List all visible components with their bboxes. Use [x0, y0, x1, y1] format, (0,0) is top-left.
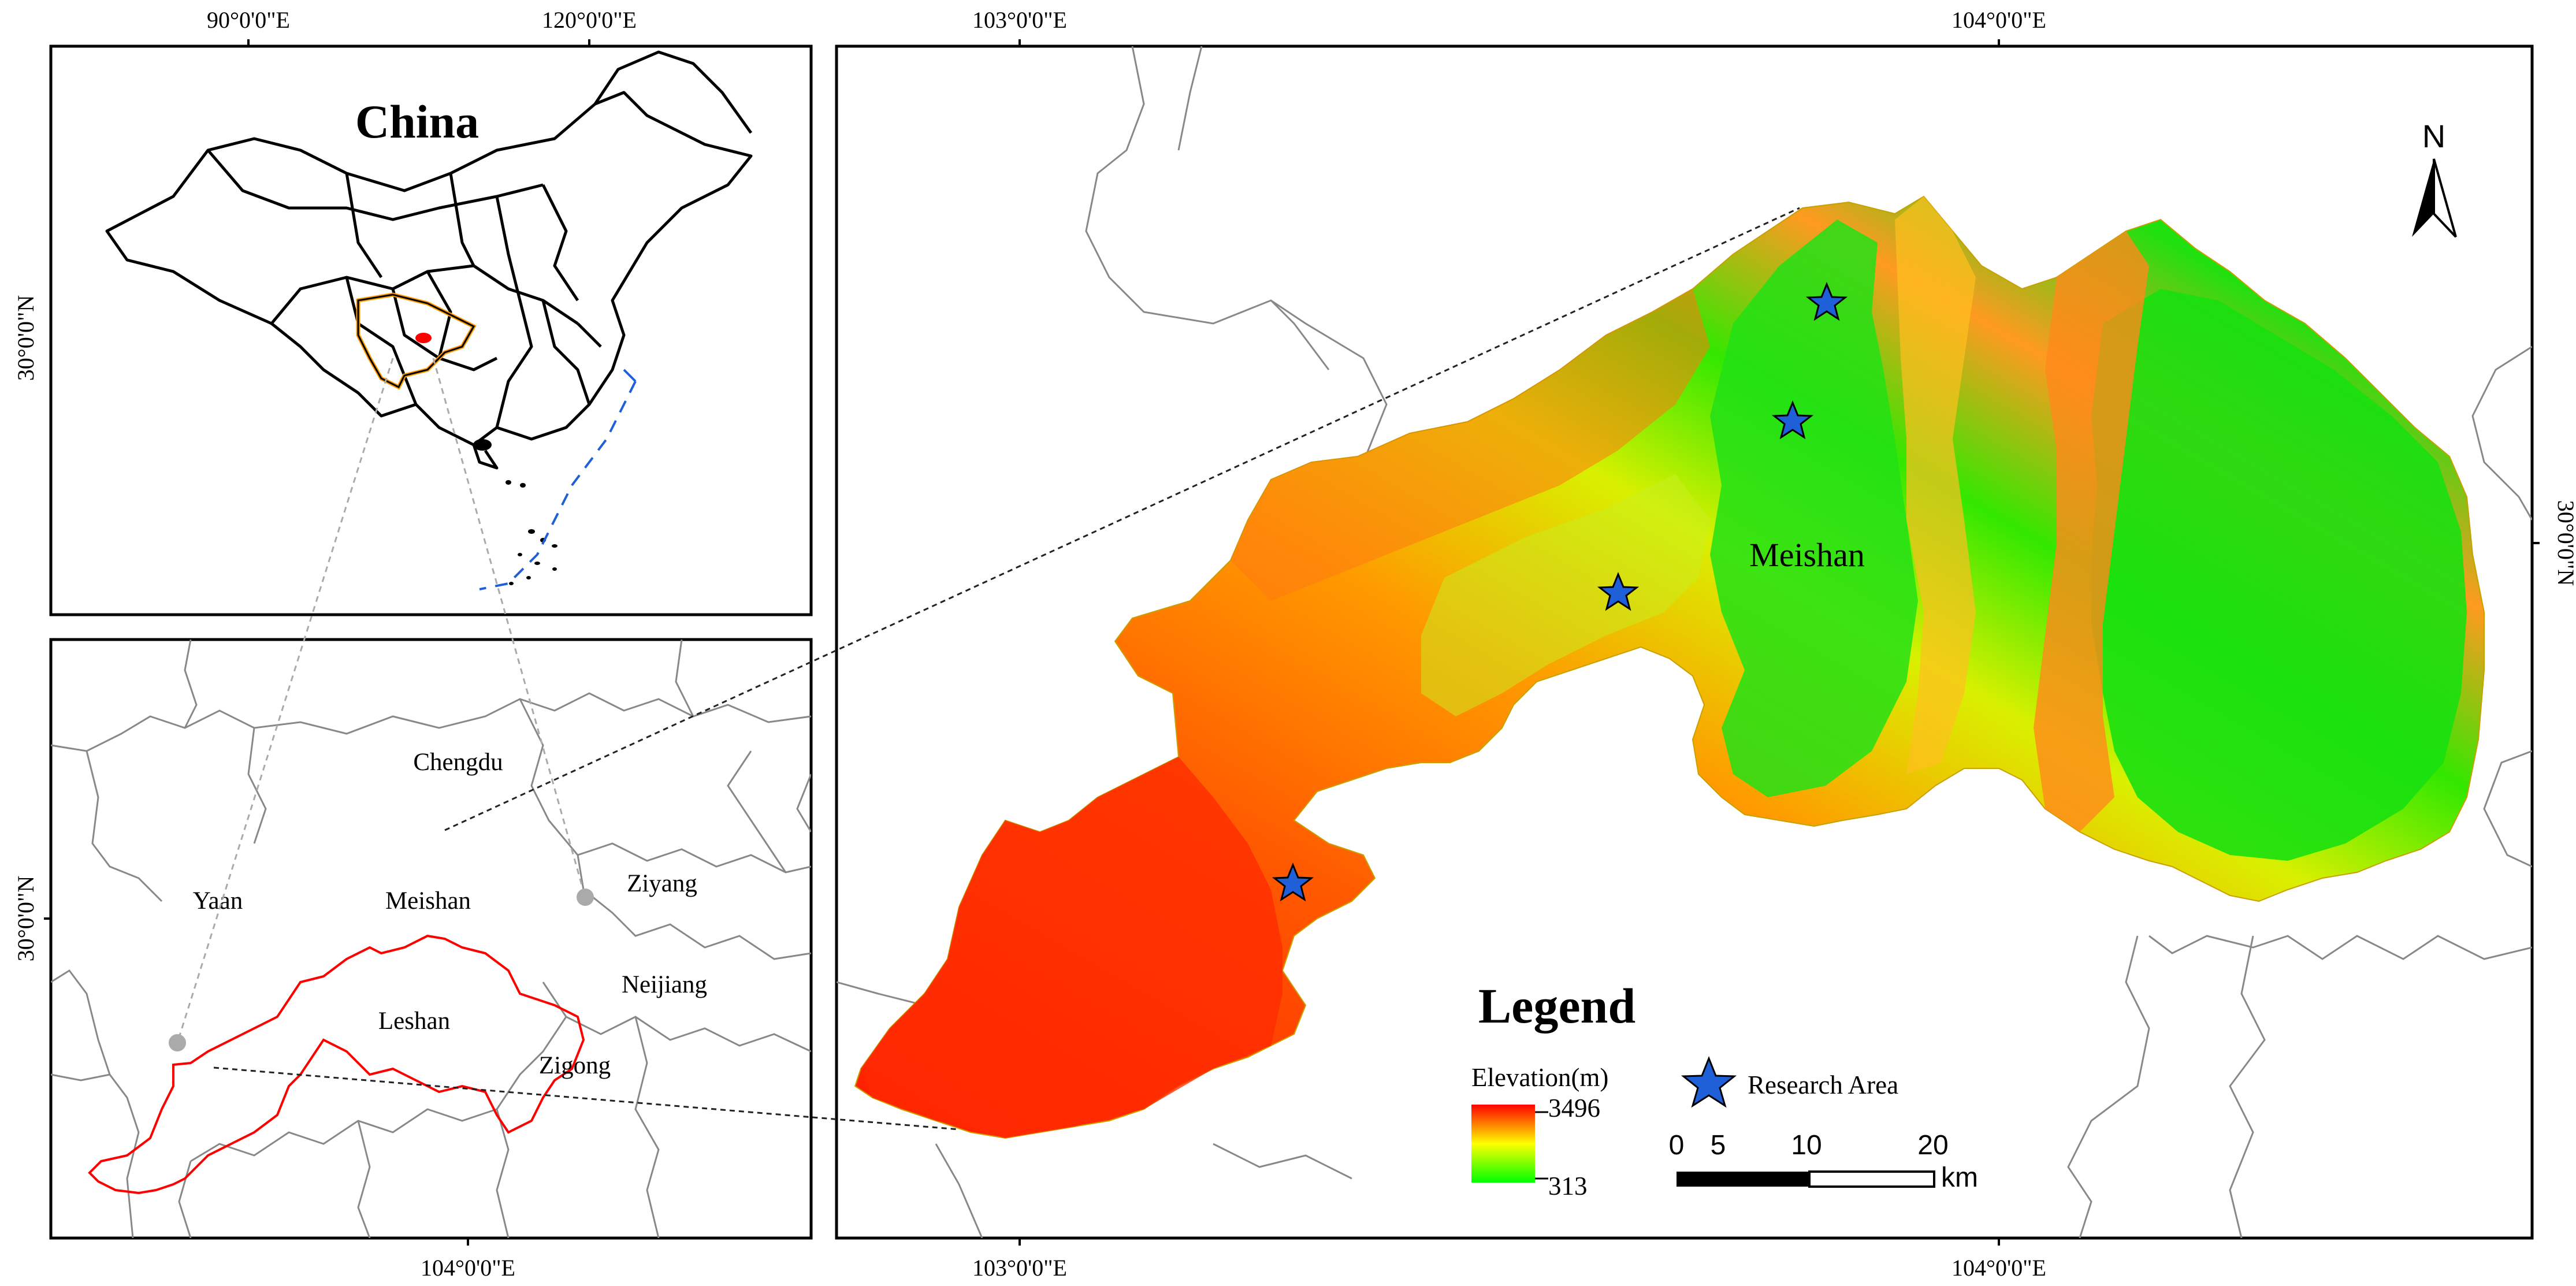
scale-unit: km — [1941, 1162, 1978, 1193]
valley-lowland-west — [1710, 220, 1918, 797]
north-arrow: N — [2412, 118, 2457, 238]
ridge-mid — [1895, 196, 1976, 774]
region-inset-frame — [49, 638, 813, 1240]
south-sea-islands — [473, 439, 557, 585]
scale-tick-10: 10 — [1791, 1130, 1822, 1161]
main-top-tick-1: 103°0'0"E — [972, 7, 1067, 33]
sea-boundary — [479, 381, 637, 590]
china-top-tick-1: 90°0'0"E — [207, 7, 290, 33]
meishan-marker — [415, 333, 432, 343]
sichuan-inner — [357, 293, 475, 389]
region-inset: Chengdu Yaan Meishan Ziyang Neijiang Les… — [49, 638, 813, 1240]
valley-lowland-east — [2091, 289, 2467, 861]
city-chengdu: Chengdu — [413, 749, 503, 776]
elevation-min-label: 313 — [1548, 1172, 1588, 1200]
region-boundaries — [51, 640, 811, 1238]
main-right-tick: 30°0'0"N — [2553, 500, 2576, 586]
china-outline — [105, 50, 753, 470]
connector-china-west — [176, 358, 394, 1043]
china-inset-frame — [49, 44, 813, 616]
main-bottom-tick-1: 103°0'0"E — [972, 1255, 1067, 1281]
china-inset: China — [49, 44, 813, 616]
city-meishan: Meishan — [385, 887, 471, 915]
main-region-label: Meishan — [1749, 536, 1865, 574]
connector-dot-east — [577, 889, 594, 906]
city-yaan: Yaan — [193, 887, 243, 915]
research-stars — [1272, 282, 1848, 902]
elevation-max-label: 3496 — [1548, 1094, 1600, 1123]
meishan-boundary — [88, 934, 585, 1195]
scale-tick-0: 0 — [1669, 1130, 1685, 1161]
scale-tick-5: 5 — [1711, 1130, 1726, 1161]
map-legend: Legend Elevation(m) 3496 313 Research Ar… — [1471, 978, 1978, 1200]
city-leshan: Leshan — [378, 1008, 450, 1035]
city-neijiang: Neijiang — [622, 971, 707, 998]
legend-elevation-label: Elevation(m) — [1471, 1063, 1608, 1092]
city-zigong: Zigong — [539, 1052, 611, 1079]
legend-research-label: Research Area — [1748, 1071, 1898, 1099]
plateau-southwest — [861, 757, 1283, 1138]
region-bottom-tick: 104°0'0"E — [421, 1255, 515, 1281]
scale-bar-black — [1677, 1172, 1809, 1187]
connector-main-north — [444, 207, 1800, 831]
research-star-2 — [1771, 400, 1814, 440]
ridge-east — [2034, 231, 2149, 832]
greenish-band — [1421, 474, 1710, 716]
north-label: N — [2422, 118, 2445, 154]
research-star-3 — [1597, 572, 1640, 611]
scale-tick-20: 20 — [1917, 1130, 1948, 1161]
legend-title: Legend — [1478, 978, 1635, 1034]
research-star-4 — [1272, 863, 1314, 902]
research-star-1 — [1805, 282, 1848, 321]
elevation-colorbar — [1471, 1105, 1535, 1183]
main-top-tick-2: 104°0'0"E — [1951, 7, 2046, 33]
china-title: China — [355, 95, 479, 148]
china-top-tick-2: 120°0'0"E — [542, 7, 637, 33]
scale-bar-white — [1808, 1170, 1935, 1188]
slope-northwest — [1231, 289, 1710, 601]
main-bottom-tick-2: 104°0'0"E — [1951, 1255, 2046, 1281]
legend-star-icon — [1681, 1055, 1737, 1108]
region-left-tick: 30°0'0"N — [13, 876, 39, 961]
main-map: Meishan N Legend Elevation(m) 3496 313 R… — [213, 44, 2534, 1240]
china-left-tick: 30°0'0"N — [13, 295, 39, 381]
connector-main-south — [213, 1066, 960, 1131]
city-ziyang: Ziyang — [627, 870, 697, 897]
